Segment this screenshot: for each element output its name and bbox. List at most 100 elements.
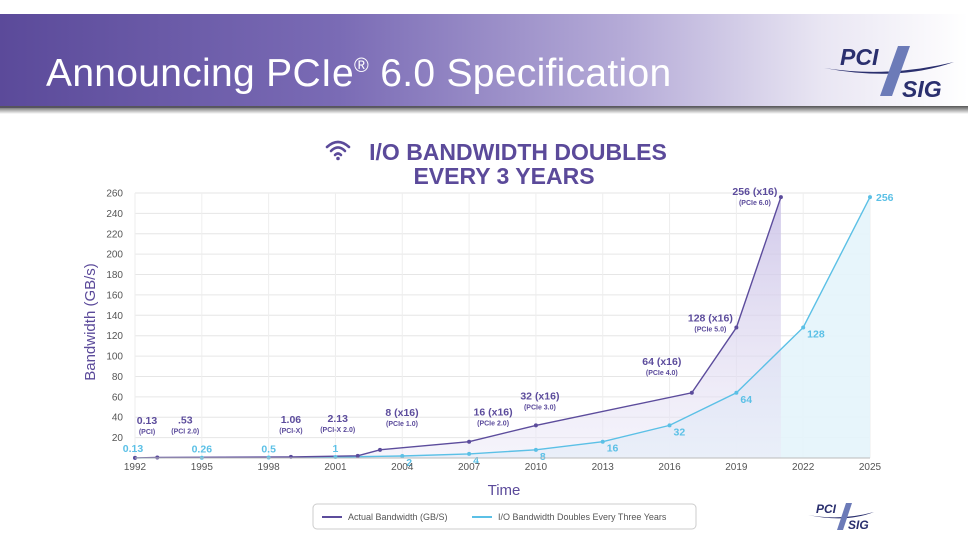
pci-sig-logo-bottom: PCI SIG bbox=[806, 500, 876, 534]
title-banner bbox=[0, 14, 968, 108]
doubling-point-label: 0.26 bbox=[192, 444, 213, 456]
slide-title: Announcing PCIe® 6.0 Specification bbox=[46, 52, 672, 96]
y-tick-label: 120 bbox=[106, 331, 123, 342]
x-tick-label: 2019 bbox=[725, 462, 748, 473]
y-tick-label: 80 bbox=[112, 372, 124, 383]
doubling-point-label: 64 bbox=[740, 394, 752, 406]
actual-point bbox=[355, 453, 360, 458]
legend-box bbox=[312, 503, 697, 530]
legend-label-doubling: I/O Bandwidth Doubles Every Three Years bbox=[498, 512, 667, 522]
actual-point-label: 0.13 bbox=[137, 415, 158, 427]
y-tick-label: 140 bbox=[106, 311, 123, 322]
logo-small-top: PCI bbox=[816, 502, 837, 516]
doubling-point-label: 16 bbox=[607, 443, 619, 455]
logo-swoosh-icon bbox=[824, 46, 954, 96]
actual-point-sublabel: (PCI-X) bbox=[279, 428, 302, 435]
chart-title-line1: I/O BANDWIDTH DOUBLES bbox=[369, 139, 667, 165]
banner-shadow bbox=[0, 106, 968, 114]
actual-point-sublabel: (PCIe 2.0) bbox=[477, 421, 509, 428]
logo-small-bottom: SIG bbox=[848, 518, 869, 532]
actual-point-sublabel: (PCI) bbox=[139, 429, 155, 436]
x-tick-label: 2016 bbox=[658, 462, 681, 473]
actual-point bbox=[533, 423, 538, 428]
y-tick-label: 100 bbox=[106, 352, 123, 363]
doubling-point-label: 1 bbox=[333, 443, 339, 455]
doubling-point bbox=[734, 390, 739, 395]
y-tick-label: 220 bbox=[106, 229, 123, 240]
x-tick-label: 1992 bbox=[124, 462, 147, 473]
actual-point-label: 128 (x16) bbox=[688, 313, 733, 325]
chart-title-line2: EVERY 3 YEARS bbox=[413, 163, 594, 189]
doubling-point bbox=[533, 447, 538, 452]
x-axis-label: Time bbox=[488, 482, 521, 499]
actual-point-label: 16 (x16) bbox=[474, 407, 513, 419]
y-tick-label: 20 bbox=[112, 433, 124, 444]
doubling-point-label: 8 bbox=[540, 451, 546, 463]
y-tick-label: 180 bbox=[106, 270, 123, 281]
x-tick-label: 2007 bbox=[458, 462, 481, 473]
actual-point-label: 2.13 bbox=[328, 413, 349, 425]
doubling-point-label: 128 bbox=[807, 329, 825, 341]
y-axis-label: Bandwidth (GB/s) bbox=[82, 263, 99, 381]
doubling-point-label: 256 bbox=[876, 192, 894, 204]
doubling-point-label: 0.13 bbox=[123, 443, 144, 455]
doubling-point bbox=[868, 195, 872, 200]
doubling-area bbox=[135, 197, 870, 458]
chart-legend: Actual Bandwidth (GB/S) I/O Bandwidth Do… bbox=[312, 503, 697, 530]
y-tick-label: 200 bbox=[106, 250, 123, 261]
doubling-point-label: 4 bbox=[473, 455, 479, 467]
actual-point-label: .53 bbox=[178, 414, 193, 426]
actual-point bbox=[378, 447, 382, 452]
doubling-point-label: 2 bbox=[406, 457, 412, 469]
doubling-point bbox=[400, 453, 405, 458]
actual-series-line bbox=[134, 196, 782, 459]
actual-point-sublabel: (PCIe 6.0) bbox=[739, 200, 771, 207]
actual-point-label: 1.06 bbox=[281, 414, 302, 426]
actual-point-sublabel: (PCIe 3.0) bbox=[524, 404, 556, 411]
doubling-point bbox=[667, 423, 672, 428]
actual-point-sublabel: (PCIe 4.0) bbox=[646, 370, 678, 377]
actual-point-label: 8 (x16) bbox=[385, 407, 418, 419]
y-tick-label: 60 bbox=[112, 392, 124, 403]
actual-point-sublabel: (PCIe 1.0) bbox=[386, 421, 418, 428]
y-tick-label: 240 bbox=[106, 209, 123, 220]
actual-point bbox=[467, 439, 472, 444]
legend-label-actual: Actual Bandwidth (GB/S) bbox=[348, 512, 448, 522]
x-tick-label: 2022 bbox=[792, 462, 815, 473]
slide-title-main: Announcing PCIe bbox=[46, 52, 355, 95]
actual-point-label: 64 (x16) bbox=[642, 356, 681, 368]
slide-title-rest: 6.0 Specification bbox=[369, 52, 672, 95]
actual-point-label: 256 (x16) bbox=[732, 186, 777, 198]
y-tick-label: 260 bbox=[106, 189, 123, 200]
doubling-point-label: 32 bbox=[674, 426, 686, 438]
wifi-icon bbox=[325, 140, 351, 161]
doubling-point bbox=[467, 451, 472, 456]
doubling-point bbox=[801, 325, 806, 330]
chart-title: I/O BANDWIDTH DOUBLES EVERY 3 YEARS bbox=[325, 139, 667, 189]
x-tick-label: 1998 bbox=[258, 462, 281, 473]
doubling-point-label: 0.5 bbox=[261, 443, 276, 455]
actual-point bbox=[734, 325, 739, 330]
doubling-point bbox=[266, 455, 271, 460]
y-tick-label: 160 bbox=[106, 290, 123, 301]
x-tick-label: 2010 bbox=[525, 462, 548, 473]
actual-point-sublabel: (PCI-X 2.0) bbox=[320, 427, 355, 434]
actual-area bbox=[135, 197, 781, 458]
y-tick-label: 40 bbox=[112, 413, 124, 424]
x-tick-label: 2025 bbox=[859, 462, 882, 473]
logo-text-bottom: SIG bbox=[902, 76, 942, 102]
x-tick-label: 1995 bbox=[191, 462, 214, 473]
actual-point bbox=[689, 390, 694, 395]
logo-swoosh-small-icon bbox=[808, 503, 874, 530]
x-tick-label: 2013 bbox=[592, 462, 615, 473]
actual-point-label: 32 (x16) bbox=[520, 390, 559, 402]
actual-point bbox=[778, 195, 783, 200]
actual-point bbox=[155, 455, 160, 460]
logo-text-top: PCI bbox=[840, 44, 879, 70]
pci-sig-logo-top: PCI SIG bbox=[818, 38, 958, 104]
doubling-point bbox=[600, 439, 605, 444]
actual-point-sublabel: (PCI 2.0) bbox=[171, 428, 199, 435]
actual-point-sublabel: (PCIe 5.0) bbox=[694, 327, 726, 334]
registered-mark: ® bbox=[354, 55, 370, 77]
